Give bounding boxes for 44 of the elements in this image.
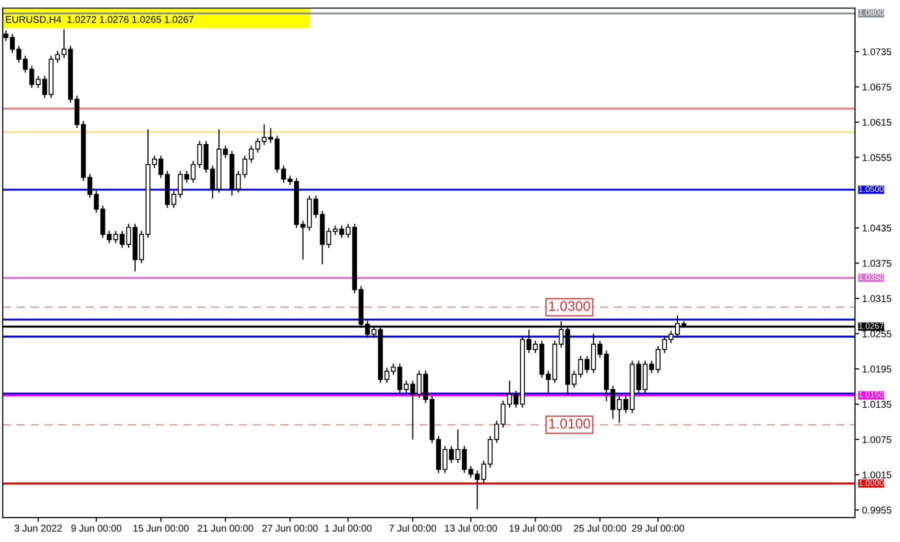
y-tick-label: 1.0195 [862,366,892,373]
x-tick-label: 13 Jul 00:00 [445,524,497,532]
y-tick-label: 1.0375 [862,260,892,267]
candlestick [474,470,480,510]
ref-line-label: 1.0000 [859,480,884,486]
y-tick-label: 1.0675 [862,84,892,90]
x-tick-label: 19 Jul 00:00 [510,524,562,532]
text: EURUSD,H4 1.0272 1.0276 1.0265 1.0267 [6,16,194,24]
y-tick-label: 0.9955 [862,506,892,514]
y-tick-label: 1.0315 [862,295,892,302]
y-tick-label: 1.0135 [862,400,892,408]
ref-line-label: 1.0500 [859,186,884,192]
y-tick-label: 1.0615 [862,118,892,126]
ref-line-label: 1.0300 [549,301,590,311]
x-tick-label: 25 Jul 00:00 [574,524,626,532]
ref-line-label: 1.0150 [859,392,884,398]
candlestick [178,170,183,198]
candlestick [106,230,112,244]
x-tick-label: 15 Jun 00:00 [134,524,189,532]
y-tick-label: 1.0435 [862,224,892,232]
x-tick-label: 9 Jun 00:00 [71,524,122,532]
x-tick-label: 21 Jun 00:00 [198,524,254,532]
ref-line-label: 1.0267 [859,322,884,329]
x-tick-label: 3 Jun 2022 [14,524,62,532]
candlestick [255,137,260,154]
x-tick-label: 27 Jun 00:00 [262,524,318,532]
candlestick [404,380,409,394]
y-tick-label: 1.0075 [862,436,892,444]
x-tick-label: 1 Jul 00:00 [325,524,372,532]
ref-line-label: 1.0350 [859,274,884,280]
ref-line-label: 1.0800 [859,10,884,16]
ref-line-label: 1.0100 [549,418,590,428]
y-tick-label: 1.0555 [862,154,892,162]
candlestick [623,395,628,414]
y-tick-label: 1.0015 [862,471,892,478]
x-tick-label: 7 Jul 00:00 [389,524,436,532]
x-tick-label: 29 Jul 00:00 [632,524,684,532]
candlestick [326,227,332,248]
y-tick-label: 1.0735 [862,48,892,56]
candlestick [332,225,338,236]
candlestick [29,65,34,89]
y-tick-label: 1.0255 [862,330,892,338]
candlestick [481,460,486,484]
candlestick [184,170,190,184]
